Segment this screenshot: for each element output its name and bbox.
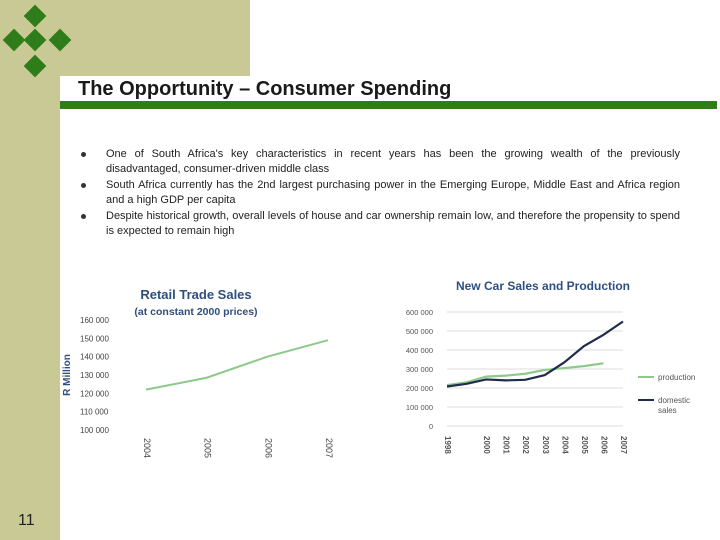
retail-trade-chart: Retail Trade Sales (at constant 2000 pric… — [62, 287, 334, 458]
x-tick-label: 2000 — [482, 436, 491, 454]
bullet-list: One of South Africa's key characteristic… — [80, 147, 680, 240]
y-tick-label: 200 000 — [406, 384, 433, 393]
y-tick-label: 160 000 — [80, 316, 109, 325]
series-line — [145, 339, 329, 391]
y-tick-label: 140 000 — [80, 353, 109, 362]
chart-title: New Car Sales and Production — [456, 279, 630, 293]
bullet-item: One of South Africa's key characteristic… — [80, 147, 680, 177]
y-axis-label: R Million — [62, 354, 73, 396]
x-tick-label: 2006 — [263, 438, 273, 458]
slide-title: The Opportunity – Consumer Spending — [78, 78, 452, 100]
y-tick-label: 0 — [429, 422, 433, 431]
x-tick-label: 2004 — [142, 438, 152, 458]
x-tick-label: 1998 — [443, 436, 452, 454]
top-decor-band — [60, 0, 250, 76]
y-tick-label: 500 000 — [406, 327, 433, 336]
y-tick-label: 300 000 — [406, 365, 433, 374]
bullet-item: Despite historical growth, overall level… — [80, 209, 680, 239]
car-sales-chart: New Car Sales and Production 0 100 000 200 … — [406, 279, 695, 454]
x-tick-label: 2006 — [599, 436, 608, 454]
y-tick-label: 100 000 — [406, 403, 433, 412]
x-tick-label: 2007 — [619, 436, 628, 454]
x-tick-label: 2002 — [521, 436, 530, 454]
chart-title: Retail Trade Sales — [140, 287, 251, 302]
y-tick-label: 100 000 — [80, 426, 109, 435]
chart-subtitle: (at constant 2000 prices) — [134, 306, 257, 318]
x-tick-label: 2004 — [560, 436, 569, 454]
y-tick-label: 130 000 — [80, 371, 109, 380]
y-tick-label: 600 000 — [406, 308, 433, 317]
series-line — [446, 362, 604, 387]
page-number: 11 — [18, 512, 35, 529]
title-underline — [60, 101, 717, 109]
bullet-item: South Africa currently has the 2nd large… — [80, 178, 680, 208]
x-tick-label: 2007 — [324, 438, 334, 458]
x-tick-label: 2005 — [580, 436, 589, 454]
x-tick-label: 2005 — [203, 438, 213, 458]
y-tick-label: 150 000 — [80, 334, 109, 343]
y-tick-label: 400 000 — [406, 346, 433, 355]
legend-label: production — [658, 373, 695, 382]
series-line — [446, 320, 624, 388]
y-tick-label: 120 000 — [80, 389, 109, 398]
left-decor-band — [0, 0, 60, 540]
legend-label: sales — [658, 406, 677, 415]
x-tick-label: 2001 — [502, 436, 511, 454]
legend-label: domestic — [658, 396, 690, 405]
x-tick-label: 2003 — [541, 436, 550, 454]
y-tick-label: 110 000 — [80, 408, 109, 417]
